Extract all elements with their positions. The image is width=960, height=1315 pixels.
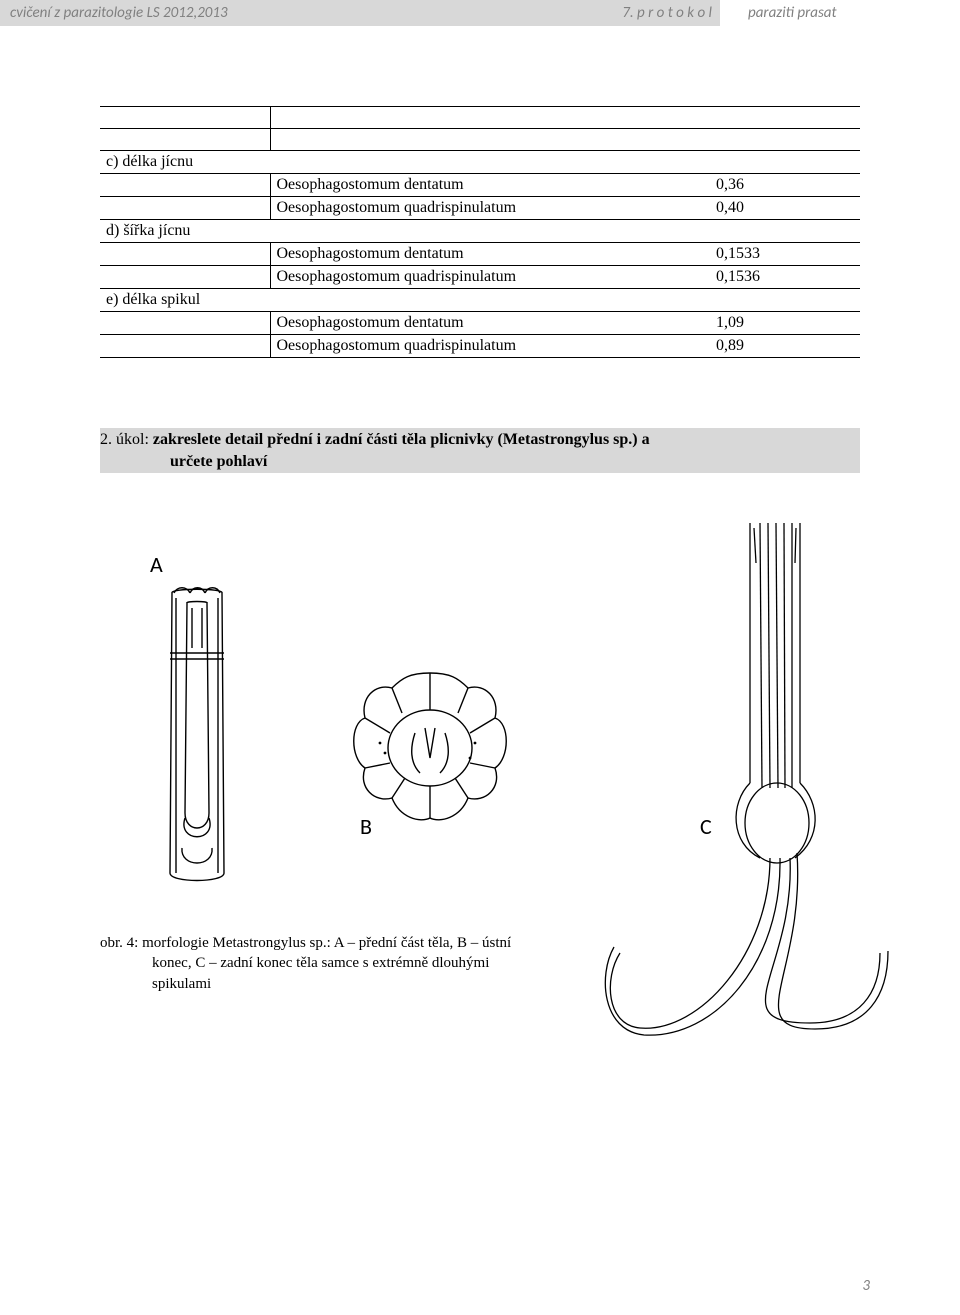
table-cell — [270, 289, 710, 312]
page-header: cvičení z parazitologie LS 2012,2013 7. … — [0, 0, 960, 26]
table-cell — [270, 151, 710, 174]
table-cell — [100, 107, 270, 129]
figure-a-svg — [152, 583, 242, 883]
figure-area: A B C — [100, 523, 860, 1083]
header-left-block: cvičení z parazitologie LS 2012,2013 7. … — [0, 0, 720, 26]
table-cell — [710, 151, 860, 174]
table-cell — [100, 312, 270, 335]
table-cell — [100, 129, 270, 151]
table-cell: Oesophagostomum dentatum — [270, 174, 710, 197]
table-cell: 0,1533 — [710, 243, 860, 266]
table-row: Oesophagostomum quadrispinulatum0,40 — [100, 197, 860, 220]
table-cell — [100, 197, 270, 220]
table-row: d) šířka jícnu — [100, 220, 860, 243]
measurements-table: c) délka jícnuOesophagostomum dentatum0,… — [100, 106, 860, 358]
table-cell — [270, 220, 710, 243]
table-cell: 0,1536 — [710, 266, 860, 289]
task-prefix: 2. úkol: — [100, 431, 153, 448]
page: cvičení z parazitologie LS 2012,2013 7. … — [0, 0, 960, 1315]
table-row: Oesophagostomum dentatum1,09 — [100, 312, 860, 335]
table-cell: d) šířka jícnu — [100, 220, 270, 243]
table-cell — [710, 220, 860, 243]
table-cell: c) délka jícnu — [100, 151, 270, 174]
table-cell: 0,89 — [710, 335, 860, 358]
header-protocol-text: 7. p r o t o k o l — [622, 4, 712, 22]
table-row: Oesophagostomum quadrispinulatum0,1536 — [100, 266, 860, 289]
table-cell — [710, 289, 860, 312]
table-cell: Oesophagostomum quadrispinulatum — [270, 335, 710, 358]
table-cell: 1,09 — [710, 312, 860, 335]
header-topic-text: paraziti prasat — [748, 4, 837, 22]
table-cell — [710, 129, 860, 151]
table-row — [100, 129, 860, 151]
figure-caption: obr. 4: morfologie Metastrongylus sp.: A… — [100, 933, 530, 994]
header-course-text: cvičení z parazitologie LS 2012,2013 — [10, 4, 228, 22]
table-cell — [100, 174, 270, 197]
page-number: 3 — [862, 1277, 870, 1295]
table-cell: e) délka spikul — [100, 289, 270, 312]
task-line2: určete pohlaví — [100, 451, 856, 473]
header-right-block: paraziti prasat — [720, 0, 960, 26]
table-row: Oesophagostomum dentatum0,36 — [100, 174, 860, 197]
caption-line1: obr. 4: morfologie Metastrongylus sp.: A… — [100, 935, 511, 951]
table-cell — [100, 266, 270, 289]
table-cell: Oesophagostomum dentatum — [270, 312, 710, 335]
table-row — [100, 107, 860, 129]
table-cell: Oesophagostomum quadrispinulatum — [270, 266, 710, 289]
table-cell: 0,36 — [710, 174, 860, 197]
task-highlight: 2. úkol: zakreslete detail přední i zadn… — [100, 428, 860, 473]
table-cell — [100, 243, 270, 266]
table-row: Oesophagostomum dentatum0,1533 — [100, 243, 860, 266]
table-cell — [100, 335, 270, 358]
task-block: 2. úkol: zakreslete detail přední i zadn… — [100, 428, 860, 473]
caption-line2: konec, C – zadní konec těla samce s extr… — [100, 953, 530, 973]
table-row: e) délka spikul — [100, 289, 860, 312]
caption-line3: spikulami — [100, 974, 530, 994]
table-cell — [270, 107, 710, 129]
task-line1: zakreslete detail přední i zadní části t… — [153, 431, 650, 448]
table-cell — [270, 129, 710, 151]
table-cell: 0,40 — [710, 197, 860, 220]
figure-label-a: A — [150, 551, 163, 578]
figure-b-svg — [340, 663, 520, 833]
figure-c-svg — [600, 523, 900, 1043]
table-row: c) délka jícnu — [100, 151, 860, 174]
table-cell: Oesophagostomum quadrispinulatum — [270, 197, 710, 220]
content-area: c) délka jícnuOesophagostomum dentatum0,… — [0, 26, 960, 1083]
table-cell — [710, 107, 860, 129]
table-row: Oesophagostomum quadrispinulatum0,89 — [100, 335, 860, 358]
table-cell: Oesophagostomum dentatum — [270, 243, 710, 266]
